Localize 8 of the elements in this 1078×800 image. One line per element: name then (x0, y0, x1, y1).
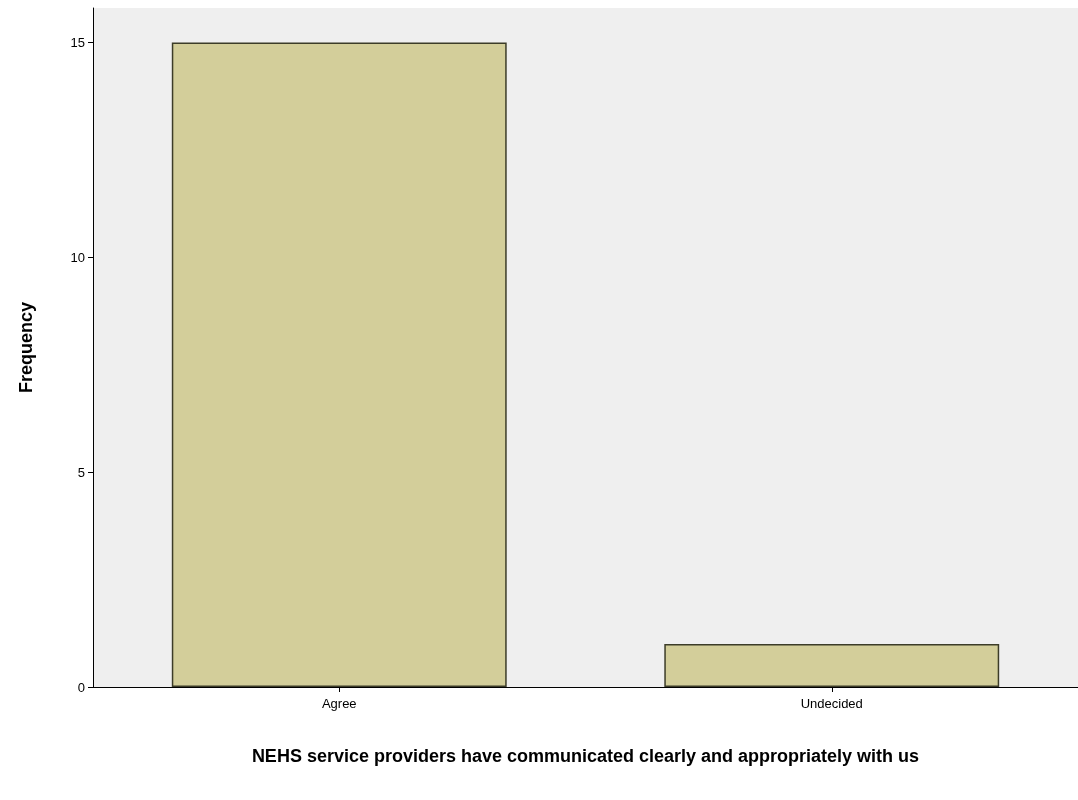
y-axis-title: Frequency (16, 301, 36, 394)
y-tick-label: 0 (77, 679, 85, 695)
y-tick-label: 15 (70, 34, 85, 50)
x-tick-label: Undecided (800, 696, 863, 711)
y-tick-label: 5 (77, 464, 85, 480)
x-tick-label: Agree (321, 696, 357, 711)
x-axis-title: NEHS service providers have communicated clearly and appropriately with us (251, 746, 920, 766)
y-tick-label: 10 (70, 249, 85, 265)
